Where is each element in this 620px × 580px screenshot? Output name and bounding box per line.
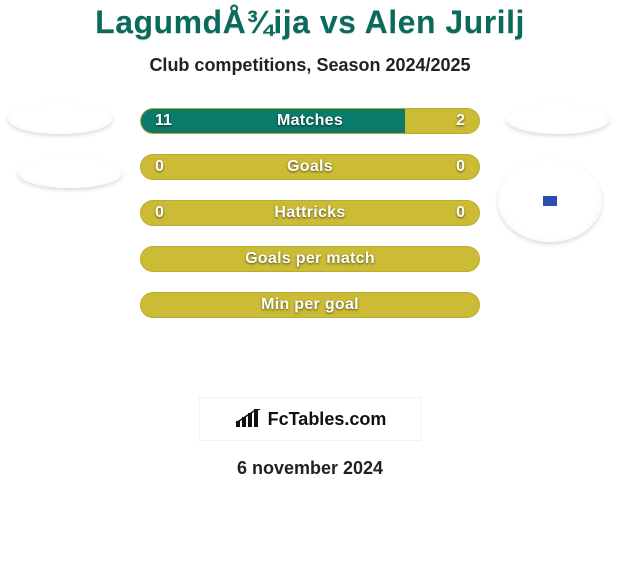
bar-goals-per-match: Goals per match (140, 246, 480, 272)
bar-left-seg (141, 109, 405, 133)
player-right-avatar-1 (506, 104, 610, 134)
player-left-avatar-1 (8, 104, 112, 134)
bars-container: 11 Matches 2 0 Goals 0 0 Hattricks 0 (140, 108, 480, 338)
bar-label: Goals per match (245, 250, 375, 268)
bar-left-val: 0 (155, 158, 164, 176)
player-right-avatar-2 (498, 160, 602, 242)
brand-text: FcTables.com (268, 409, 387, 430)
bar-goals: 0 Goals 0 (140, 154, 480, 180)
bar-label: Matches (277, 112, 343, 130)
bar-hattricks: 0 Hattricks 0 (140, 200, 480, 226)
subtitle: Club competitions, Season 2024/2025 (0, 55, 620, 76)
page-title: LagumdÅ¾ija vs Alen Jurilj (0, 0, 620, 41)
bar-label: Goals (287, 158, 333, 176)
bar-left-val: 11 (155, 112, 172, 130)
date-text: 6 november 2024 (0, 458, 620, 479)
brand-chart-icon (234, 409, 262, 429)
player-left-avatar-2 (18, 158, 122, 188)
bar-matches: 11 Matches 2 (140, 108, 480, 134)
bar-right-val: 0 (456, 158, 465, 176)
bar-label: Min per goal (261, 296, 359, 314)
bar-right-val: 2 (456, 112, 465, 130)
flag-icon (542, 195, 558, 207)
bar-right-seg (405, 109, 479, 133)
chart-stage: 11 Matches 2 0 Goals 0 0 Hattricks 0 (0, 108, 620, 388)
bar-right-val: 0 (456, 204, 465, 222)
brand-box[interactable]: FcTables.com (200, 398, 420, 440)
comparison-card: LagumdÅ¾ija vs Alen Jurilj Club competit… (0, 0, 620, 479)
bar-min-per-goal: Min per goal (140, 292, 480, 318)
bar-label: Hattricks (274, 204, 345, 222)
bar-left-val: 0 (155, 204, 164, 222)
